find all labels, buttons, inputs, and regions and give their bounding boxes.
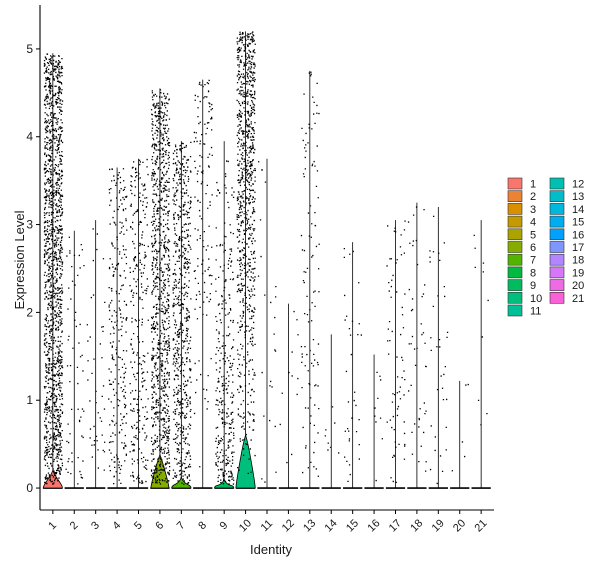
legend-label-17: 17 [572,242,584,254]
y-tick-label: 4 [26,130,33,144]
legend-label-13: 13 [572,191,584,203]
x-tick-label: 6 [153,519,166,532]
x-axis-title: Identity [250,542,292,557]
x-tick-label: 14 [323,517,340,534]
violin-shape-1 [42,469,63,489]
legend-key-4 [507,215,523,228]
legend-key-17 [549,241,565,253]
legend-label-8: 8 [530,267,536,279]
x-tick-label: 3 [89,519,102,532]
legend-key-16 [549,228,565,241]
x-tick-label: 16 [365,517,382,534]
x-tick-label: 4 [111,519,124,532]
x-tick-label: 8 [196,519,209,532]
legend-key-5 [507,228,523,241]
legend-key-15 [549,215,565,228]
jitter-points-1 [43,53,64,485]
legend-key-9 [507,279,523,291]
y-axis-title: Expression Level [12,210,27,309]
x-tick-label: 21 [472,517,489,534]
legend-label-20: 20 [572,280,584,292]
legend-key-13 [549,190,565,202]
legend-label-1: 1 [530,179,536,191]
jitter-points-17 [386,220,406,483]
legend-label-12: 12 [572,179,584,191]
x-tick-label: 1 [46,519,59,532]
legend-key-11 [507,304,523,317]
x-tick-label: 2 [68,519,81,532]
x-tick-label: 11 [259,518,276,535]
x-tick-label: 7 [175,519,188,532]
y-tick-label: 5 [26,42,33,56]
jitter-points-7 [172,141,192,485]
x-tick-label: 20 [451,517,468,534]
jitter-points-12 [279,310,299,464]
legend-label-7: 7 [530,255,536,267]
y-tick-label: 2 [26,305,33,319]
x-tick-label: 18 [408,517,425,534]
x-tick-label: 9 [218,519,231,532]
jitter-points-8 [193,79,213,468]
jitter-points-14 [324,406,340,454]
jitter-points-13 [300,71,320,477]
legend-label-11: 11 [530,306,541,318]
legend-label-4: 4 [530,217,536,229]
x-tick-label: 5 [132,519,145,532]
legend-label-2: 2 [530,191,536,203]
violins [42,31,491,489]
legend-label-21: 21 [572,293,584,305]
jitter-points-6 [150,89,171,485]
legend-label-15: 15 [572,217,584,229]
legend-key-20 [549,279,565,291]
legend-label-18: 18 [572,255,584,267]
jitter-points-19 [429,215,449,485]
x-tick-label: 12 [280,517,297,534]
x-tick-label: 15 [344,517,361,534]
jitter-points-20 [451,383,469,472]
legend-key-3 [507,203,523,215]
jitter-points-4 [108,168,128,485]
jitter-points-10 [236,31,256,475]
legend-label-5: 5 [530,229,536,241]
jitter-points-2 [65,236,85,485]
jitter-points-5 [129,158,149,484]
legend-label-6: 6 [530,242,536,254]
legend-label-3: 3 [530,204,536,216]
legend-key-1 [507,177,523,190]
legend-key-8 [507,266,523,279]
legend-key-18 [549,253,565,266]
violin-shape-10 [235,434,256,489]
legend-key-19 [549,266,565,279]
legend-key-10 [507,291,523,304]
legend-key-2 [507,190,523,202]
points [43,31,489,485]
y-tick-label: 1 [26,393,33,407]
jitter-points-16 [374,371,383,482]
jitter-points-9 [215,160,235,485]
legend-label-10: 10 [530,293,542,305]
x-tick-label: 19 [430,517,447,534]
legend-label-19: 19 [572,267,584,279]
legend-label-14: 14 [572,204,584,216]
y-tick-label: 3 [26,218,33,232]
legend-label-16: 16 [572,229,584,241]
legend-key-6 [507,241,523,253]
x-tick-label: 17 [387,517,404,534]
legend-label-9: 9 [530,280,536,292]
jitter-points-18 [407,206,427,472]
x-tick-label: 13 [301,517,318,534]
x-tick-label: 10 [237,517,254,534]
legend-key-12 [549,177,565,190]
y-tick-label: 0 [26,481,33,495]
legend-key-21 [549,291,565,304]
legend-key-7 [507,253,523,266]
legend-key-14 [549,203,565,215]
